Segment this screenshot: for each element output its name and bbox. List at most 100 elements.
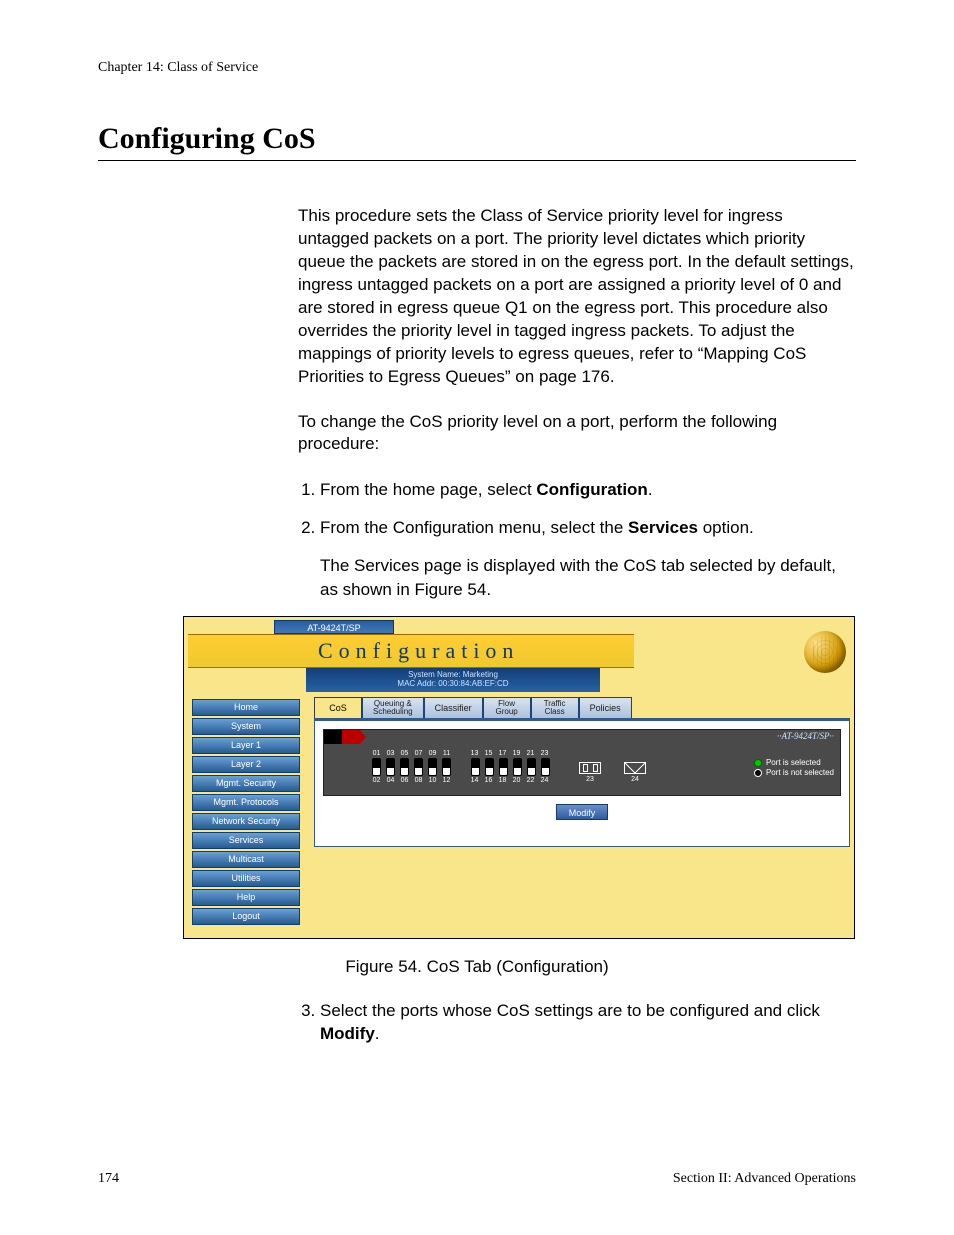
legend-selected: Port is selected xyxy=(766,758,821,768)
port[interactable] xyxy=(527,758,536,767)
port[interactable] xyxy=(513,758,522,767)
pn: 02 xyxy=(372,777,381,784)
port[interactable] xyxy=(485,758,494,767)
tab-queuing-l2: Scheduling xyxy=(373,707,413,716)
sfp-24-label: 24 xyxy=(631,776,639,783)
pn: 13 xyxy=(470,750,479,757)
pn: 04 xyxy=(386,777,395,784)
tab-queuing[interactable]: Queuing &Scheduling xyxy=(362,697,424,719)
sidebar-item-network-security[interactable]: Network Security xyxy=(192,813,300,830)
title-bar: Configuration xyxy=(188,634,634,668)
port[interactable] xyxy=(372,767,381,776)
pn: 20 xyxy=(512,777,521,784)
pn: 12 xyxy=(442,777,451,784)
pn: 09 xyxy=(428,750,437,757)
lead-paragraph: To change the CoS priority level on a po… xyxy=(298,411,856,457)
step-3-bold: Modify xyxy=(320,1024,375,1043)
sidebar-item-logout[interactable]: Logout xyxy=(192,908,300,925)
pn: 16 xyxy=(484,777,493,784)
port[interactable] xyxy=(471,767,480,776)
steps-list: From the home page, select Configuration… xyxy=(298,478,856,601)
pn: 18 xyxy=(498,777,507,784)
port[interactable] xyxy=(400,767,409,776)
pn: 17 xyxy=(498,750,507,757)
port[interactable] xyxy=(499,758,508,767)
mac-addr: MAC Addr: 00:30:84:AB:EF:CD xyxy=(306,680,600,689)
pn: 24 xyxy=(540,777,549,784)
port-numbers-top: 01 03 05 07 09 11 13 15 17 19 21 23 xyxy=(372,750,832,757)
step-3-a: Select the ports whose CoS settings are … xyxy=(320,1001,820,1020)
pn: 21 xyxy=(526,750,535,757)
pn: 23 xyxy=(540,750,549,757)
port[interactable] xyxy=(471,758,480,767)
sidebar-item-help[interactable]: Help xyxy=(192,889,300,906)
step-3-c: . xyxy=(375,1024,380,1043)
step-1-a: From the home page, select xyxy=(320,480,536,499)
sfp-slot-23[interactable]: 23 xyxy=(579,762,601,783)
pn: 08 xyxy=(414,777,423,784)
port[interactable] xyxy=(442,758,451,767)
pn: 01 xyxy=(372,750,381,757)
pn: 11 xyxy=(442,750,451,757)
pn: 05 xyxy=(400,750,409,757)
port[interactable] xyxy=(513,767,522,776)
figure-wrap: AT-9424T/SP Configuration System Name: M… xyxy=(183,616,856,939)
sidebar-item-layer2[interactable]: Layer 2 xyxy=(192,756,300,773)
vendor-logo-icon xyxy=(324,730,360,744)
tab-classifier[interactable]: Classifier xyxy=(424,697,483,719)
tab-flow-group[interactable]: FlowGroup xyxy=(483,697,531,719)
port[interactable] xyxy=(442,767,451,776)
section-title: Configuring CoS xyxy=(98,122,856,156)
chapter-line: Chapter 14: Class of Service xyxy=(98,60,856,76)
legend-dot-selected-icon xyxy=(754,759,762,767)
step-2: From the Configuration menu, select the … xyxy=(320,516,856,601)
tab-traffic-class[interactable]: TrafficClass xyxy=(531,697,579,719)
port[interactable] xyxy=(485,767,494,776)
pn: 10 xyxy=(428,777,437,784)
title-rule xyxy=(98,160,856,161)
tab-cos[interactable]: CoS xyxy=(314,697,362,719)
step-1-bold: Configuration xyxy=(536,480,647,499)
port[interactable] xyxy=(414,767,423,776)
port[interactable] xyxy=(527,767,536,776)
port[interactable] xyxy=(386,758,395,767)
sidebar-item-mgmt-protocols[interactable]: Mgmt. Protocols xyxy=(192,794,300,811)
tab-flow-l2: Group xyxy=(495,707,517,716)
pn: 03 xyxy=(386,750,395,757)
port[interactable] xyxy=(499,767,508,776)
globe-icon xyxy=(804,631,846,673)
port[interactable] xyxy=(541,767,550,776)
modify-button[interactable]: Modify xyxy=(556,804,608,820)
step-2-c: option. xyxy=(698,518,754,537)
port[interactable] xyxy=(428,758,437,767)
sfp-23-label: 23 xyxy=(586,776,594,783)
intro-paragraph: This procedure sets the Class of Service… xyxy=(298,205,856,389)
steps-list-cont: Select the ports whose CoS settings are … xyxy=(298,999,856,1047)
main-panel: AT-9424T/SP 01 03 05 07 09 11 13 15 17 1… xyxy=(314,720,850,847)
tab-policies[interactable]: Policies xyxy=(579,697,632,719)
port[interactable] xyxy=(428,767,437,776)
step-2-bold: Services xyxy=(628,518,698,537)
sidebar-item-utilities[interactable]: Utilities xyxy=(192,870,300,887)
screenshot: AT-9424T/SP Configuration System Name: M… xyxy=(183,616,855,939)
pn: 22 xyxy=(526,777,535,784)
pn: 15 xyxy=(484,750,493,757)
sfp-slot-24[interactable]: 24 xyxy=(624,762,646,783)
sidebar-item-multicast[interactable]: Multicast xyxy=(192,851,300,868)
sidebar-item-layer1[interactable]: Layer 1 xyxy=(192,737,300,754)
port[interactable] xyxy=(414,758,423,767)
port[interactable] xyxy=(541,758,550,767)
sidebar-item-mgmt-security[interactable]: Mgmt. Security xyxy=(192,775,300,792)
system-bar: System Name: Marketing MAC Addr: 00:30:8… xyxy=(306,668,600,692)
port[interactable] xyxy=(372,758,381,767)
device-panel: AT-9424T/SP 01 03 05 07 09 11 13 15 17 1… xyxy=(323,729,841,796)
sidebar-item-services[interactable]: Services xyxy=(192,832,300,849)
port[interactable] xyxy=(386,767,395,776)
sidebar-item-system[interactable]: System xyxy=(192,718,300,735)
legend-unselected: Port is not selected xyxy=(766,768,834,778)
sidebar-item-home[interactable]: Home xyxy=(192,699,300,716)
sidebar: Home System Layer 1 Layer 2 Mgmt. Securi… xyxy=(192,699,300,927)
step-1-c: . xyxy=(648,480,653,499)
pn: 06 xyxy=(400,777,409,784)
port[interactable] xyxy=(400,758,409,767)
